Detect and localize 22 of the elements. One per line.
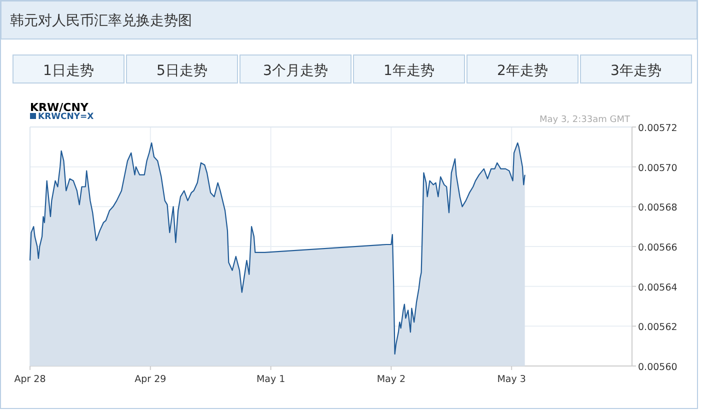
text: May 3, 2:33am GMT [539,115,630,125]
tab: 3年走势 [580,54,692,84]
x-tick-label: Apr 29 [134,374,166,385]
x-tick-label: May 3 [497,374,526,385]
tab: 5日走势 [126,54,238,84]
tab: 2年走势 [466,54,578,84]
y-tick-label: 0.00564 [638,282,678,294]
y-tick-label: 0.00560 [638,362,678,373]
tab: 3个月走势 [240,54,352,84]
legend-label: KRWCNY=X [38,112,94,122]
x-tick-label: May 2 [376,374,406,385]
y-tick-label: 0.00572 [638,123,678,134]
x-tick-label: May 1 [256,374,286,385]
y-tick-label: 0.00568 [638,202,678,214]
tab: 1日走势 [12,54,124,84]
y-tick-label: 0.00566 [638,242,678,254]
y-tick-label: 0.00570 [638,162,678,174]
x-tick-label: Apr 28 [14,374,46,385]
chart-subtitle: KRW/CNY [30,101,90,114]
chart-title: 韩元对人民币汇率兑换走势图 [10,13,192,29]
tab: 1年走势 [353,54,465,84]
y-tick-label: 0.00562 [638,322,678,334]
